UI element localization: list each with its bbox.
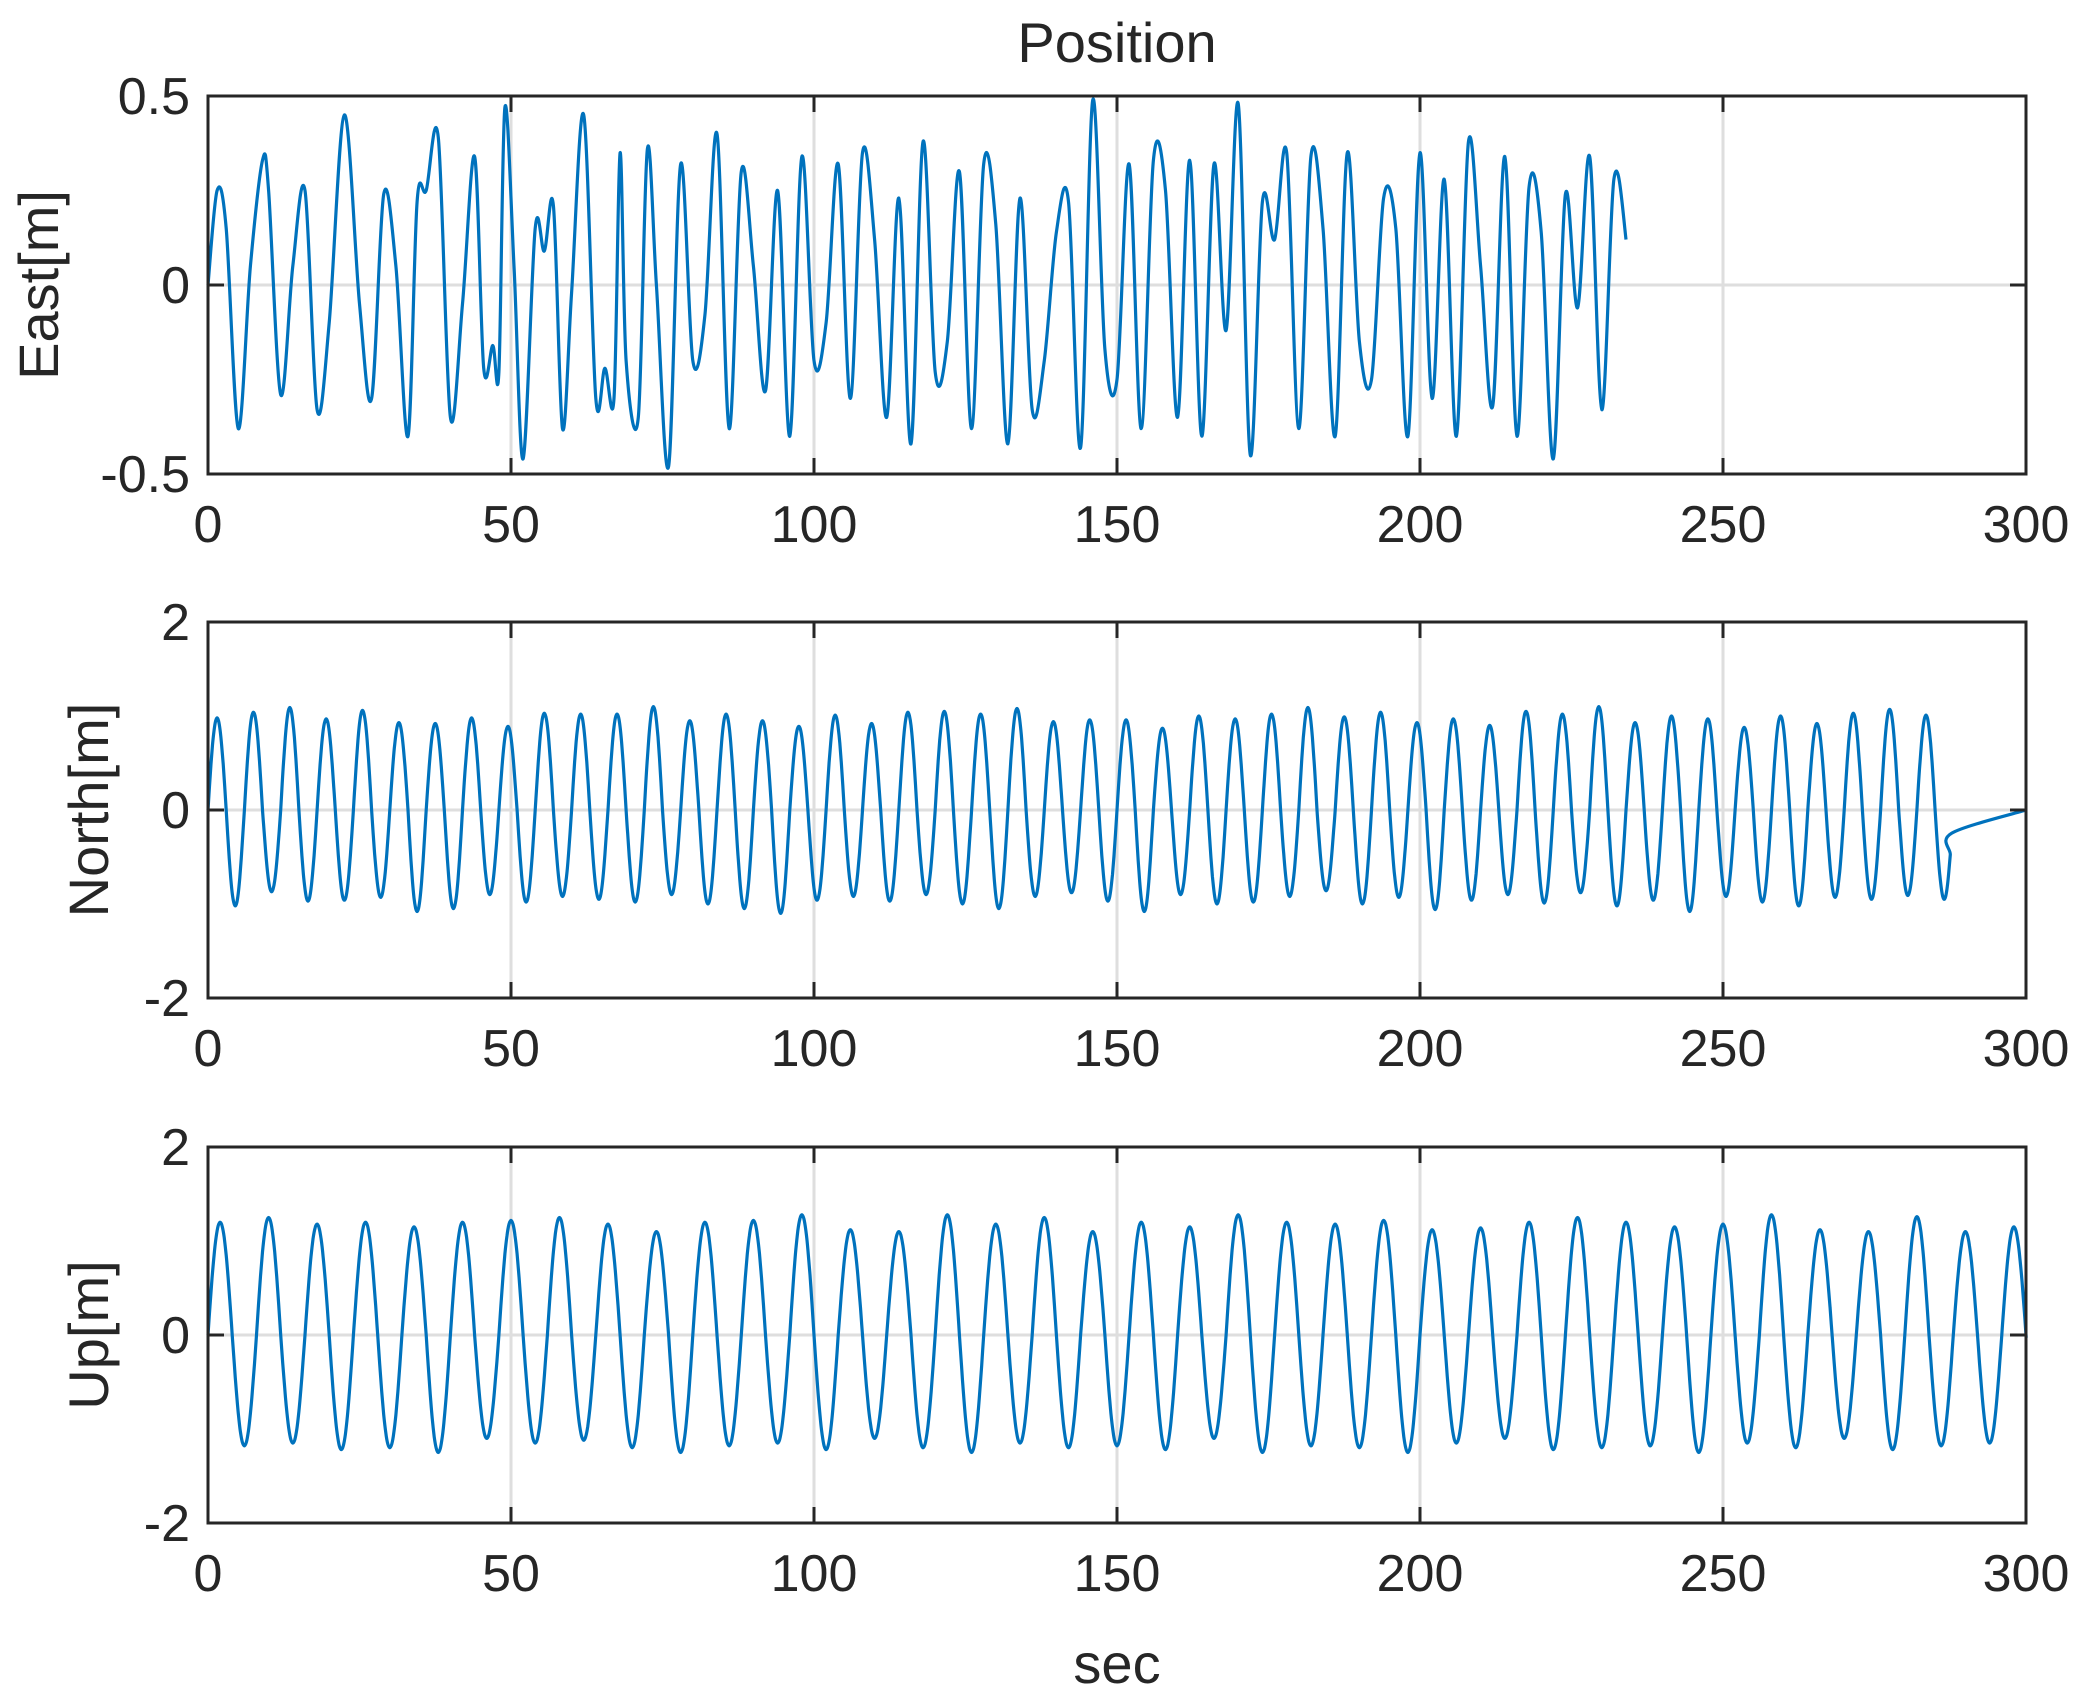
east-x-tick-label: 200 bbox=[1377, 496, 1464, 554]
north-x-tick-label: 100 bbox=[771, 1020, 858, 1078]
up-y-axis-label: Up[m] bbox=[57, 1260, 120, 1409]
east-y-tick-label: 0 bbox=[161, 257, 190, 315]
x-axis-label: sec bbox=[1073, 1632, 1160, 1695]
east-y-tick-label: 0.5 bbox=[118, 68, 190, 126]
up-x-tick-label: 100 bbox=[771, 1545, 858, 1603]
east-x-tick-label: 100 bbox=[771, 496, 858, 554]
east-y-axis-label: East[m] bbox=[7, 190, 70, 380]
east-x-tick-label: 0 bbox=[194, 496, 223, 554]
north-x-tick-label: 300 bbox=[1983, 1020, 2070, 1078]
north-series-line bbox=[206, 705, 2027, 915]
north-y-tick-label: -2 bbox=[144, 970, 190, 1028]
east-x-tick-label: 250 bbox=[1680, 496, 1767, 554]
east-x-tick-label: 50 bbox=[482, 496, 540, 554]
up-x-tick-label: 250 bbox=[1680, 1545, 1767, 1603]
east-series-line bbox=[206, 97, 1628, 470]
north-x-tick-label: 50 bbox=[482, 1020, 540, 1078]
up-x-tick-label: 0 bbox=[194, 1545, 223, 1603]
north-x-tick-label: 0 bbox=[194, 1020, 223, 1078]
up-x-tick-label: 200 bbox=[1377, 1545, 1464, 1603]
up-y-tick-label: 2 bbox=[161, 1119, 190, 1177]
up-x-tick-label: 50 bbox=[482, 1545, 540, 1603]
up-series-line bbox=[206, 1213, 2028, 1455]
north-x-tick-label: 200 bbox=[1377, 1020, 1464, 1078]
east-x-tick-label: 300 bbox=[1983, 496, 2070, 554]
up-x-tick-label: 150 bbox=[1074, 1545, 1161, 1603]
figure-title: Position bbox=[1017, 11, 1216, 74]
east-y-tick-label: -0.5 bbox=[100, 446, 190, 504]
up-x-tick-label: 300 bbox=[1983, 1545, 2070, 1603]
north-x-tick-label: 250 bbox=[1680, 1020, 1767, 1078]
up-y-tick-label: 0 bbox=[161, 1307, 190, 1365]
north-y-tick-label: 2 bbox=[161, 594, 190, 652]
east-x-tick-label: 150 bbox=[1074, 496, 1161, 554]
north-y-axis-label: North[m] bbox=[57, 703, 120, 918]
north-x-tick-label: 150 bbox=[1074, 1020, 1161, 1078]
north-y-tick-label: 0 bbox=[161, 782, 190, 840]
up-y-tick-label: -2 bbox=[144, 1495, 190, 1553]
